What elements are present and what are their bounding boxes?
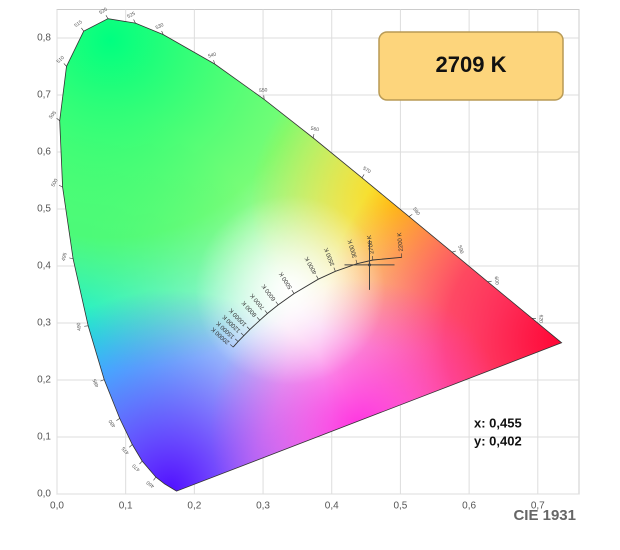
x-tick-label: 0,7 [531, 501, 545, 512]
wavelength-tick [69, 257, 74, 260]
wavelength-label: 495 [61, 252, 69, 262]
x-readout: x: 0,455 [474, 415, 522, 430]
cct-tick [264, 310, 268, 314]
wavelength-label: 580 [411, 206, 421, 216]
point [368, 263, 372, 267]
wavelength-tick [213, 60, 215, 65]
wavelength-label: 475 [121, 445, 131, 455]
x-tick-label: 0,6 [462, 501, 476, 512]
wavelength-label: 620 [537, 314, 543, 323]
y-readout: y: 0,402 [474, 433, 522, 448]
chart-title: CIE 1931 [513, 507, 576, 524]
cct-tick [240, 332, 245, 336]
wavelength-label: 515 [73, 19, 83, 29]
wavelength-label: 485 [92, 378, 101, 388]
cct-tick [275, 301, 279, 306]
wavelength-tick [361, 174, 365, 178]
wavelength-label: 510 [56, 55, 66, 65]
y-tick-label: 0,2 [37, 375, 51, 386]
wavelength-tick [133, 19, 136, 24]
wavelength-tick [105, 15, 109, 19]
wavelength-tick [129, 444, 133, 448]
x-tick-label: 0,2 [187, 501, 201, 512]
y-tick-label: 0,8 [37, 33, 51, 44]
cct-tick [355, 259, 358, 264]
cct-label: 2709 K [436, 52, 507, 77]
spectral-locus [59, 18, 563, 492]
wavelength-label: 520 [98, 6, 108, 16]
wavelength-label: 505 [48, 110, 58, 120]
cct-locus-label: 2700 K [367, 235, 376, 255]
wavelength-tick [58, 184, 63, 188]
wavelength-label: 540 [207, 52, 217, 60]
x-tick-label: 0,1 [119, 501, 133, 512]
wavelength-label: 525 [126, 11, 136, 20]
wavelength-tick [100, 379, 105, 382]
wavelength-tick [312, 134, 315, 139]
wavelength-label: 460 [145, 479, 155, 489]
y-tick-label: 0,3 [37, 318, 51, 329]
y-tick-label: 0,0 [37, 489, 51, 500]
cct-tick [372, 255, 374, 261]
cct-locus-label: 3000 K [347, 239, 358, 259]
cct-tick [316, 275, 319, 280]
wavelength-label: 600 [493, 276, 500, 285]
cct-tick [333, 267, 336, 272]
wavelength-label: 480 [108, 418, 118, 428]
wavelength-tick [81, 27, 84, 32]
wavelength-tick [451, 250, 456, 253]
cct-tick [234, 338, 239, 342]
x-tick-label: 0,4 [325, 501, 339, 512]
cct-locus-label: 2200 K [397, 232, 405, 251]
cct-tick [246, 326, 251, 330]
y-tick-label: 0,1 [37, 432, 51, 443]
wavelength-label: 570 [361, 166, 371, 176]
wavelength-tick [153, 476, 157, 481]
wavelength-label: 550 [259, 87, 268, 94]
cct-box [378, 31, 564, 101]
wavelength-tick [161, 30, 164, 35]
x-tick-label: 0,0 [50, 501, 64, 512]
cct-tick [291, 290, 295, 294]
wavelength-tick [116, 418, 120, 421]
wavelength-label: 490 [76, 322, 83, 331]
x-tick-label: 0,3 [256, 501, 270, 512]
wavelength-tick [63, 63, 67, 67]
wavelength-label: 590 [456, 245, 464, 255]
wavelength-tick [56, 117, 60, 121]
cct-tick [256, 317, 260, 321]
wavelength-tick [408, 214, 413, 217]
wavelength-label: 530 [155, 22, 165, 31]
wavelength-label: 500 [50, 178, 59, 188]
wavelength-label: 470 [131, 462, 141, 472]
cct-tick [229, 344, 234, 348]
y-tick-label: 0,5 [37, 204, 51, 215]
y-tick-label: 0,6 [37, 147, 51, 158]
x-tick-label: 0,5 [393, 501, 407, 512]
y-tick-label: 0,4 [37, 261, 51, 272]
wavelength-tick [139, 460, 143, 465]
wavelength-label: 560 [310, 126, 319, 133]
y-tick-label: 0,7 [37, 90, 51, 101]
